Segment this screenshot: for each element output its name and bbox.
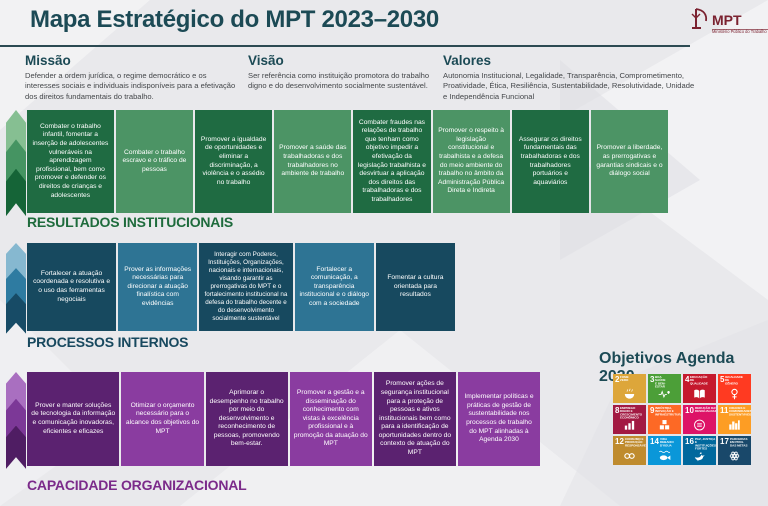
sdg-tile-14: 14 Vida Debaixo d'Água: [648, 436, 681, 465]
sdg-partnership-icon: [729, 451, 740, 461]
sdg-gender-icon: [731, 388, 738, 400]
sdg-tile-5: 5 Igualdade de Gênero: [718, 374, 751, 403]
blue-chevrons-icon: [6, 243, 26, 334]
mpt-emblem-icon: [691, 8, 708, 29]
sdg-number: 8: [615, 406, 620, 415]
objective-box: Prover e manter soluções de tecnologia d…: [27, 372, 120, 466]
sdg-number: 2: [615, 375, 620, 384]
objective-box: Promover ações de segurança instituciona…: [373, 372, 456, 466]
objective-box: Fomentar a cultura orientada para result…: [375, 243, 455, 331]
processes-band: Fortalecer a atuação coordenada e resolu…: [6, 243, 455, 334]
sdg-infinity-icon: [624, 453, 635, 459]
sdg-equality-icon: [694, 419, 705, 431]
sdg-tile-8: 8 Emprego Digno e Crescimento Econômico: [613, 405, 646, 434]
mission-text: Defender a ordem jurídica, o regime demo…: [25, 71, 236, 101]
sdg-label: Igualdade de Gênero: [725, 376, 744, 386]
sdg-fish-icon: [658, 450, 671, 461]
objective-box: Otimizar o orçamento necessário para o a…: [121, 372, 204, 466]
objective-box: Promover a saúde das trabalhadoras e dos…: [274, 110, 352, 213]
sdg-cubes-icon: [659, 420, 670, 430]
values-text: Autonomia Institucional, Legalidade, Tra…: [443, 71, 695, 101]
sdg-book-icon: [694, 389, 705, 399]
sdg-tile-4: 4 Educação de Qualidade: [683, 374, 716, 403]
sdg-label: Vida Debaixo d'Água: [659, 438, 674, 448]
purple-chevrons-icon: [6, 372, 26, 469]
objective-box: Combater o trabalho infantil, fomentar a…: [27, 110, 114, 213]
sdg-tile-16: 16 Paz, Justiça e Instituições Fortes: [683, 436, 716, 465]
sdg-tile-2: 2 Fome Zero: [613, 374, 646, 403]
vision-section: Visão Ser referência como instituição pr…: [248, 53, 436, 92]
sdg-skyline-icon: [729, 420, 740, 430]
sdg-bowl-icon: [624, 388, 635, 399]
objective-box: Combater o trabalho escravo e o tráfico …: [115, 110, 194, 213]
section-label-capacidade: CAPACIDADE ORGANIZACIONAL: [27, 477, 247, 493]
sdg-number: 4: [685, 375, 690, 384]
objective-box: Promover a liberdade, as prerrogativas e…: [590, 110, 669, 213]
objective-box: Assegurar os direitos fundamentais das t…: [511, 110, 589, 213]
objective-box: Fortalecer a comunicação, a transparênci…: [294, 243, 374, 331]
sdg-number: 12: [615, 437, 624, 446]
sdg-number: 10: [685, 406, 694, 415]
objective-box: Fortalecer a atuação coordenada e resolu…: [27, 243, 117, 331]
values-section: Valores Autonomia Institucional, Legalid…: [443, 53, 695, 102]
objective-box: Interagir com Poderes, Instituições, Org…: [199, 243, 293, 331]
title-divider: [0, 45, 690, 47]
sdg-number: 14: [650, 437, 659, 446]
sdg-label: Indústria, Inovação e Infraestrutura: [655, 407, 681, 417]
capacity-boxes: Prover e manter soluções de tecnologia d…: [27, 372, 541, 466]
capacity-band: Prover e manter soluções de tecnologia d…: [6, 372, 541, 469]
objective-box: Combater fraudes nas relações de trabalh…: [353, 110, 431, 213]
sdg-tile-11: 11 Cidades e Comunidades Sustentáveis: [718, 405, 751, 434]
sdg-number: 11: [720, 406, 729, 415]
sdg-number: 16: [685, 437, 694, 446]
sdg-growth-chart-icon: [624, 420, 635, 430]
section-label-resultados: RESULTADOS INSTITUCIONAIS: [27, 214, 234, 230]
objective-box: Aprimorar o desempenho no trabalho por m…: [205, 372, 288, 466]
vision-text: Ser referência como instituição promotor…: [248, 71, 430, 91]
section-label-processos: PROCESSOS INTERNOS: [27, 334, 189, 350]
objective-box: Promover o respeito à legislação constit…: [432, 110, 510, 213]
sdg-label: Consumo e Produção Responsáveis: [624, 438, 646, 448]
sdg-number: 17: [720, 437, 729, 446]
sdg-number: 9: [650, 406, 655, 415]
sdg-label: Fome Zero: [620, 376, 630, 383]
objective-box: Promover a gestão e a disseminação do co…: [289, 372, 372, 466]
mpt-logo: MPT Ministério Público do Trabalho: [688, 7, 768, 37]
green-chevrons-icon: [6, 110, 26, 217]
sdg-tile-12: 12Consumo e Produção Responsáveis: [613, 436, 646, 465]
sdg-label: Parcerias em Prol das Metas: [729, 438, 748, 448]
sdg-label: Cidades e Comunidades Sustentáveis: [729, 407, 751, 417]
objective-box: Promover a igualdade de oportunidades e …: [195, 110, 273, 213]
mission-section: Missão Defender a ordem jurídica, o regi…: [25, 53, 238, 102]
sdg-number: 5: [720, 375, 725, 384]
sdg-label: Educação de Qualidade: [690, 376, 709, 386]
objective-box: Prover as informações necessárias para d…: [118, 243, 198, 331]
sdg-heartbeat-icon: [658, 390, 670, 399]
sdg-dove-icon: [694, 451, 705, 462]
sdg-tile-9: 9 Indústria, Inovação e Infraestrutura: [648, 405, 681, 434]
sdg-label: Redução das Desigualdades: [694, 407, 716, 414]
mission-heading: Missão: [25, 53, 71, 68]
page-title: Mapa Estratégico do MPT 2023–2030: [30, 6, 439, 33]
results-band: Combater o trabalho infantil, fomentar a…: [6, 110, 669, 217]
vision-heading: Visão: [248, 53, 284, 68]
sdg-tile-3: 3 Boa Saúde e Bem-Estar: [648, 374, 681, 403]
sdg-label: Emprego Digno e Crescimento Econômico: [620, 407, 643, 420]
logo-caption: Ministério Público do Trabalho: [712, 29, 768, 34]
processes-boxes: Fortalecer a atuação coordenada e resolu…: [27, 243, 455, 331]
results-boxes: Combater o trabalho infantil, fomentar a…: [27, 110, 669, 213]
sdg-number: 3: [650, 375, 655, 384]
logo-acronym: MPT: [712, 12, 742, 28]
objective-box: Implementar políticas e práticas de gest…: [457, 372, 541, 466]
sdg-label: Boa Saúde e Bem-Estar: [655, 376, 666, 389]
sdg-label: Paz, Justiça e Instituições Fortes: [694, 438, 716, 451]
sdg-tile-17: 17 Parcerias em Prol das Metas: [718, 436, 751, 465]
values-heading: Valores: [443, 53, 492, 68]
sdg-grid: 2 Fome Zero 3 Boa Saúde e Bem-Estar 4 Educa…: [613, 374, 751, 465]
sdg-tile-10: 10Redução das Desigualdades: [683, 405, 716, 434]
